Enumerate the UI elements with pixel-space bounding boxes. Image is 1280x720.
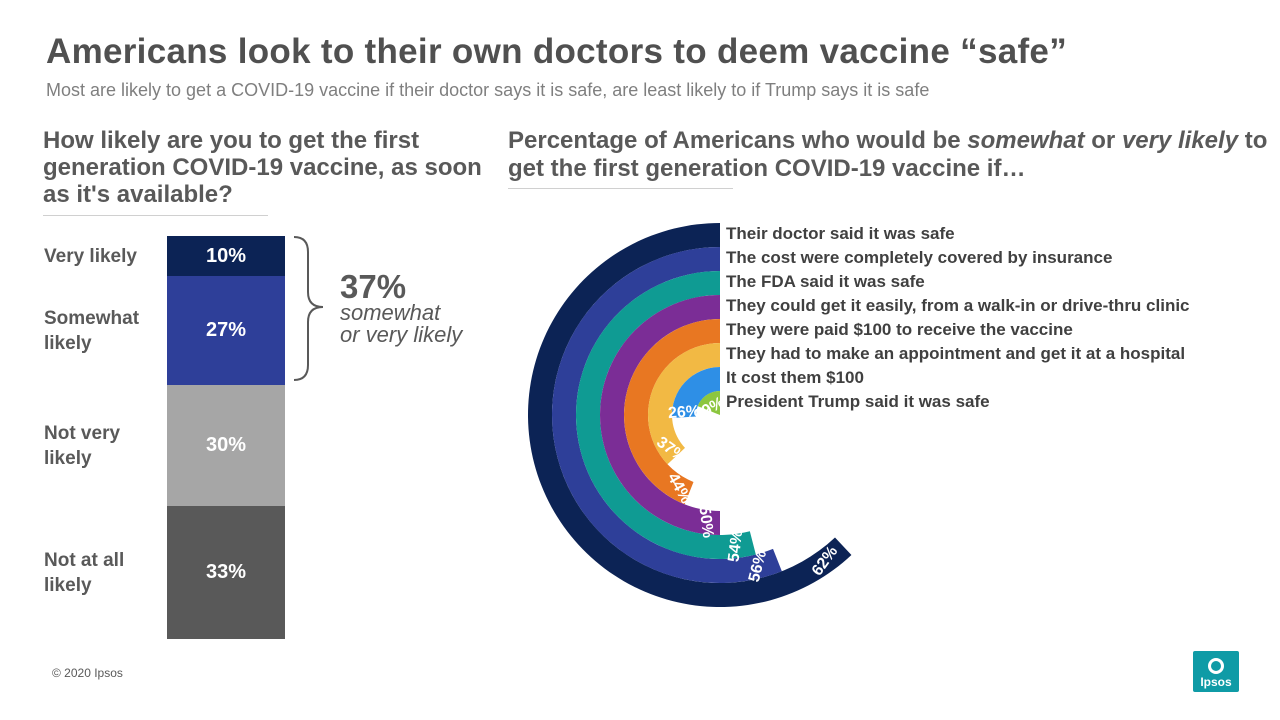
radial-bar	[528, 223, 852, 608]
bar-segment: 33%	[167, 506, 285, 639]
radial-bar	[697, 391, 720, 415]
radial-bar	[672, 367, 720, 419]
bar-category-label: Not at all likely	[44, 549, 125, 596]
radial-category-label: The cost were completely covered by insu…	[726, 248, 1113, 267]
radial-category-label: The FDA said it was safe	[726, 272, 925, 291]
page-subtitle: Most are likely to get a COVID-19 vaccin…	[46, 80, 930, 100]
radial-bar	[600, 295, 720, 535]
bar-segment: 27%	[167, 276, 285, 385]
radial-value-label: 26%	[668, 403, 701, 422]
ipsos-logo: Ipsos	[1193, 651, 1239, 692]
left-question: How likely are you to get the first gene…	[43, 127, 482, 208]
radial-bar	[647, 343, 720, 465]
summary-caption: somewhat or very likely	[340, 302, 500, 346]
radial-category-label: They had to make an appointment and get …	[726, 344, 1186, 363]
bar-segment: 10%	[167, 236, 285, 276]
radial-category-label: They could get it easily, from a walk-in…	[726, 296, 1190, 315]
right-question: Percentage of Americans who would be som…	[508, 127, 1278, 183]
radial-value-label: 54%	[725, 529, 746, 563]
right-question-text-1: Percentage of Americans who would be	[508, 127, 968, 154]
radial-bar	[624, 319, 720, 505]
radial-value-label: 50%	[695, 505, 716, 539]
left-divider	[43, 215, 268, 216]
copyright-text: © 2020 Ipsos	[52, 666, 123, 680]
summary-value: 37%	[340, 268, 407, 305]
summary-line-1: somewhat	[340, 300, 441, 325]
right-question-emphasis-1: somewhat	[967, 127, 1085, 154]
radial-category-label: President Trump said it was safe	[726, 392, 990, 411]
right-question-text-2: or	[1084, 127, 1122, 154]
logo-text: Ipsos	[1200, 675, 1232, 689]
right-question-emphasis-2: very likely	[1121, 127, 1239, 154]
radial-bar	[576, 271, 756, 560]
bar-segment: 30%	[167, 385, 285, 506]
page-title: Americans look to their own doctors to d…	[46, 32, 1068, 71]
bracket-icon	[293, 236, 324, 381]
bar-category-label: Very likely	[44, 245, 137, 267]
right-question-text-3: to get the first generation COVID-19 vac…	[508, 127, 1268, 182]
summary-line-2: or very likely	[340, 322, 463, 347]
radial-category-label: Their doctor said it was safe	[726, 224, 955, 243]
bar-category-label: Somewhat likely	[44, 307, 140, 354]
bar-category-label: Not very likely	[44, 422, 121, 469]
logo-mark-icon	[1208, 658, 1224, 674]
right-divider	[508, 188, 733, 189]
radial-category-label: It cost them $100	[726, 368, 864, 387]
radial-category-label: They were paid $100 to receive the vacci…	[726, 320, 1073, 339]
